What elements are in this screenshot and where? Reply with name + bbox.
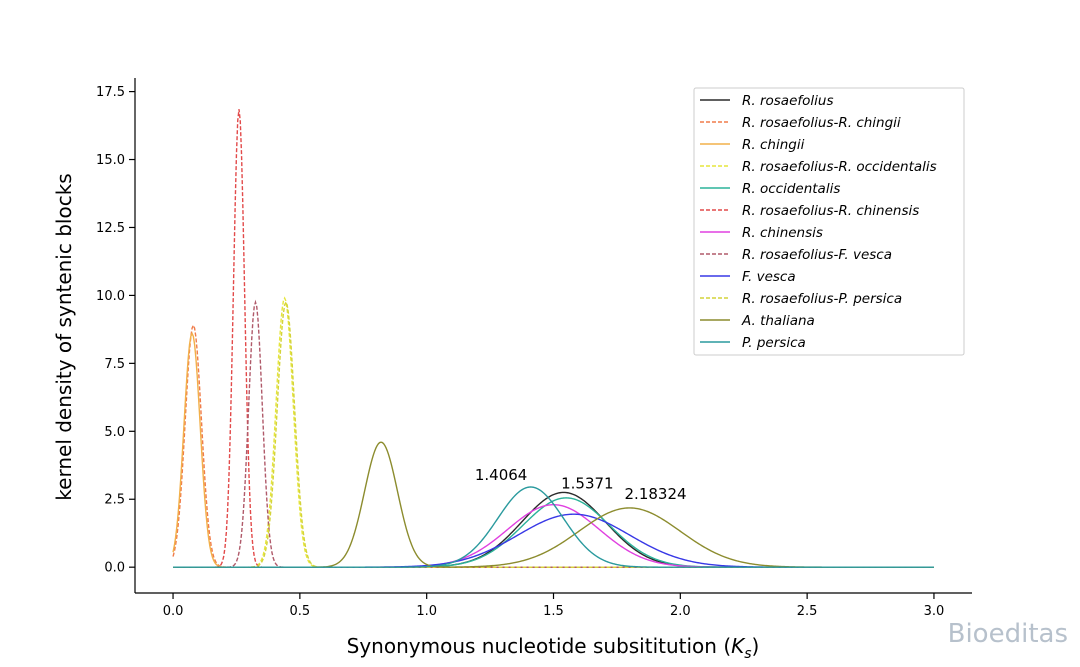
x-tick-label: 2.5 bbox=[797, 604, 818, 619]
legend-label: R. rosaefolius bbox=[742, 93, 834, 109]
y-tick-label: 2.5 bbox=[104, 493, 125, 508]
y-tick-label: 5.0 bbox=[104, 425, 125, 440]
density-curves bbox=[172, 109, 934, 568]
x-tick-label: 1.5 bbox=[543, 604, 564, 619]
peak-annotation: 2.18324 bbox=[625, 485, 687, 503]
x-tick-label: 3.0 bbox=[924, 604, 945, 619]
y-tick-label: 0.0 bbox=[104, 561, 125, 576]
peak-annotation: 1.5371 bbox=[561, 474, 614, 492]
x-axis-label: Synonymous nucleotide subsititution (Ks) bbox=[347, 634, 760, 662]
y-axis-label: kernel density of syntenic blocks bbox=[52, 173, 76, 500]
y-tick-label: 10.0 bbox=[96, 289, 125, 304]
y-tick-label: 17.5 bbox=[96, 85, 125, 100]
legend: R. rosaefolius R. rosaefolius-R. chingii R… bbox=[693, 87, 965, 356]
series-line-2 bbox=[172, 331, 934, 568]
legend-label: A. thaliana bbox=[741, 313, 815, 329]
watermark: Bioeditas bbox=[947, 619, 1068, 649]
legend-label: P. persica bbox=[742, 335, 806, 351]
series-line-11 bbox=[173, 486, 934, 568]
x-tick-label: 2.0 bbox=[670, 604, 691, 619]
peak-annotations: 1.4064 1.5371 2.18324 bbox=[475, 466, 687, 503]
x-tick-label: 0.5 bbox=[290, 604, 311, 619]
legend-label: R. rosaefolius-R. chinensis bbox=[742, 203, 919, 219]
peak-annotation: 1.4064 bbox=[475, 466, 528, 484]
x-tick-label: 0.0 bbox=[163, 604, 184, 619]
legend-label: R. chingii bbox=[742, 137, 805, 153]
x-ticks: 0.0 0.5 1.0 1.5 2.0 2.5 3.0 bbox=[163, 593, 945, 619]
y-ticks: 0.0 2.5 5.0 7.5 10.0 12.5 15.0 17.5 bbox=[96, 85, 135, 576]
series-line-6 bbox=[173, 503, 934, 568]
series-line-1 bbox=[172, 323, 934, 568]
y-tick-label: 15.0 bbox=[96, 153, 125, 168]
legend-label: R. rosaefolius-R. chingii bbox=[742, 115, 901, 131]
legend-label: R. rosaefolius-F. vesca bbox=[742, 247, 892, 263]
series-line-8 bbox=[173, 513, 934, 568]
legend-box bbox=[693, 87, 965, 356]
legend-label: R. rosaefolius-R. occidentalis bbox=[742, 159, 937, 175]
legend-label: R. chinensis bbox=[742, 225, 823, 241]
series-line-4 bbox=[173, 497, 934, 568]
y-tick-label: 7.5 bbox=[104, 357, 125, 372]
legend-label: R. occidentalis bbox=[742, 181, 840, 197]
legend-label: R. rosaefolius-P. persica bbox=[742, 291, 902, 307]
y-tick-label: 12.5 bbox=[96, 221, 125, 236]
legend-label: F. vesca bbox=[742, 269, 796, 285]
x-tick-label: 1.0 bbox=[416, 604, 437, 619]
